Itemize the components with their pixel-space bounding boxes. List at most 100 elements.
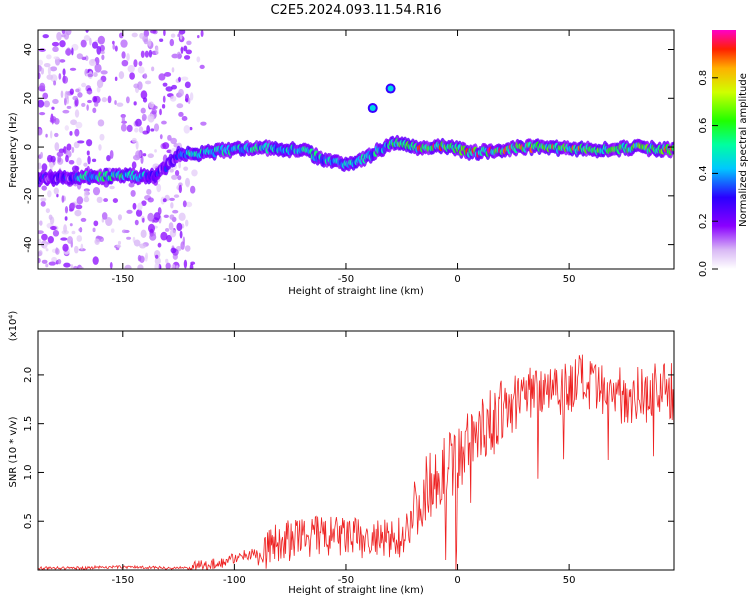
spectrogram-speckle — [131, 32, 138, 38]
spectrogram-speckle — [71, 146, 75, 154]
spectrogram-speckle — [135, 140, 139, 150]
spectrogram-speckle — [184, 81, 191, 89]
spectrogram-speckle — [178, 184, 182, 194]
spectrogram-speckle — [121, 115, 125, 124]
spectrogram-speckle — [133, 101, 137, 106]
spectrogram-speckle — [76, 53, 84, 60]
spectrogram-speckle — [50, 130, 53, 139]
spectrogram-speckle — [162, 198, 167, 203]
spectrogram-speckle — [43, 63, 51, 68]
spectrogram-speckle — [49, 116, 57, 122]
spectrogram-speckle — [63, 262, 71, 268]
spectrogram-speckle — [100, 50, 105, 54]
spectrogram-speckle — [148, 101, 155, 109]
spectrogram-speckle — [126, 124, 133, 133]
spectrogram-speckle — [51, 41, 60, 47]
spectrogram-speckle — [180, 76, 189, 81]
spectrogram-speckle — [189, 126, 193, 131]
spectrogram-speckle — [182, 200, 187, 208]
spectrogram-speckle — [77, 140, 85, 144]
spectrogram-speckle — [178, 88, 184, 97]
spectrogram-speckle — [75, 88, 80, 93]
spectrogram-speckle — [52, 46, 59, 53]
spectrogram-speckle — [72, 95, 79, 101]
spectrogram-speckle — [117, 240, 122, 245]
spectrogram-speckle — [161, 120, 167, 125]
spectrogram-speckle — [128, 182, 135, 188]
spectrogram-speckle — [42, 92, 49, 100]
spectrogram-speckle — [76, 196, 84, 205]
spectrogram-speckle — [38, 162, 42, 170]
spectrogram-speckle — [133, 59, 138, 68]
spectrogram-frame — [37, 29, 675, 270]
spectrogram-speckle — [183, 166, 189, 171]
spectrogram-speckle — [65, 154, 69, 163]
spectrogram-image — [38, 30, 674, 269]
spectrogram-speckle — [62, 109, 70, 114]
spectrogram-speckle — [170, 137, 178, 145]
snr-series-line — [38, 354, 674, 570]
spectrogram-speckle — [163, 214, 169, 218]
spectrogram-speckle — [133, 239, 141, 247]
spectrogram-speckle — [155, 46, 159, 55]
spectrogram-speckle — [184, 245, 191, 252]
spectrogram-speckle — [114, 45, 118, 52]
spectrogram-speckle — [45, 133, 48, 138]
spectrogram-speckle — [121, 59, 129, 67]
spectrogram-speckle — [146, 125, 151, 134]
x-tick-label: -50 — [338, 274, 354, 285]
spectrogram-speckle — [196, 56, 201, 63]
spectrogram-speckle — [63, 32, 70, 40]
spectrogram-speckle — [142, 97, 148, 103]
spectrogram-speckle — [38, 72, 41, 80]
spectrogram-speckle — [63, 224, 67, 233]
spectrogram-speckle — [121, 51, 126, 59]
spectrogram-speckle — [197, 34, 200, 39]
snr-frame — [37, 330, 675, 571]
spectrogram-speckle — [56, 193, 59, 198]
spectrogram-speckle — [40, 197, 47, 202]
spectrogram-speckle — [89, 37, 92, 46]
y-tick-label: 0 — [23, 144, 34, 150]
spectrogram-speckle — [157, 207, 162, 215]
spectrogram-speckle — [40, 67, 45, 75]
spectrogram-speckle — [180, 241, 185, 250]
spectrogram-speckle — [58, 73, 62, 80]
spectrogram-speckle — [117, 214, 123, 221]
spectrogram-speckle — [165, 258, 169, 264]
spectrogram-ridge-cell — [671, 144, 674, 152]
spectrogram-speckle — [76, 235, 83, 242]
spectrogram-speckle — [170, 33, 176, 38]
spectrogram-speckle — [173, 194, 180, 198]
spectrogram-speckle — [157, 242, 162, 248]
spectrogram-speckle — [134, 219, 139, 226]
spectrogram-speckle — [74, 209, 82, 217]
spectrogram-speckle — [148, 116, 154, 121]
spectrogram-speckle — [101, 97, 108, 103]
spectrogram-x-ticks: -150 -100 -50 0 50 — [111, 30, 575, 285]
spectrogram-speckle — [94, 238, 100, 246]
spectrogram-speckle — [53, 56, 60, 60]
spectrogram-speckle — [64, 97, 67, 106]
snr-y-axis-label: SNR (10 * v/v) — [8, 416, 19, 487]
spectrogram-speckle — [185, 201, 193, 208]
spectrogram-speckle — [40, 200, 46, 207]
y-tick-label: 1.5 — [23, 416, 34, 432]
spectrogram-speckle — [84, 55, 89, 61]
x-tick-label: -150 — [111, 575, 134, 586]
spectrogram-speckle — [145, 80, 152, 85]
spectrogram-speckle — [138, 61, 143, 67]
x-tick-label: -100 — [223, 575, 246, 586]
x-tick-label: -50 — [338, 575, 354, 586]
spectrogram-speckle — [138, 126, 144, 133]
spectrogram-speckle — [153, 123, 160, 132]
spectrogram-speckle — [169, 214, 175, 220]
spectrogram-speckle — [75, 204, 83, 210]
spectrogram-speckle — [93, 220, 99, 227]
spectrogram-speckle — [41, 233, 48, 241]
y-tick-label: -40 — [23, 236, 34, 252]
spectrogram-speckle — [175, 265, 179, 269]
spectrogram-speckle — [79, 266, 84, 269]
spectrogram-speckle — [162, 142, 170, 150]
spectrogram-speckle — [162, 82, 168, 87]
